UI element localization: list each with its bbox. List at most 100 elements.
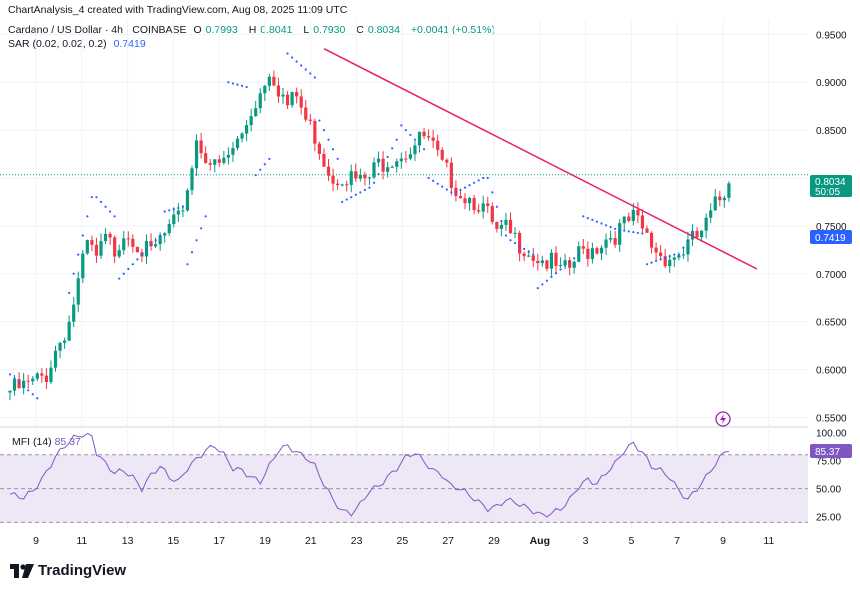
candle-body[interactable] bbox=[94, 244, 99, 256]
candle-body[interactable] bbox=[326, 166, 331, 176]
candle-body[interactable] bbox=[531, 255, 535, 261]
candle-body[interactable] bbox=[181, 210, 185, 212]
candle-body[interactable] bbox=[113, 237, 117, 257]
mfi-legend[interactable]: MFI (14) 85.37 bbox=[12, 436, 81, 448]
candle-body[interactable] bbox=[308, 119, 312, 121]
candle-body[interactable] bbox=[172, 214, 176, 225]
candle-body[interactable] bbox=[677, 255, 681, 258]
candle-body[interactable] bbox=[249, 116, 253, 126]
candle-body[interactable] bbox=[58, 342, 62, 351]
candle-body[interactable] bbox=[190, 168, 194, 191]
candle-body[interactable] bbox=[63, 340, 67, 343]
candle-body[interactable] bbox=[117, 250, 121, 257]
candle-body[interactable] bbox=[8, 390, 12, 393]
candle-body[interactable] bbox=[704, 217, 708, 231]
candle-body[interactable] bbox=[158, 235, 162, 245]
candle-body[interactable] bbox=[267, 76, 271, 86]
candle-body[interactable] bbox=[281, 94, 285, 97]
candle-body[interactable] bbox=[222, 157, 226, 163]
candle-body[interactable] bbox=[144, 240, 149, 257]
candle-body[interactable] bbox=[495, 221, 499, 229]
candle-body[interactable] bbox=[649, 232, 654, 248]
candle-body[interactable] bbox=[408, 154, 412, 159]
candle-body[interactable] bbox=[345, 184, 349, 186]
candle-body[interactable] bbox=[72, 304, 76, 322]
candle-body[interactable] bbox=[258, 93, 262, 109]
candle-body[interactable] bbox=[176, 210, 180, 215]
candle-body[interactable] bbox=[686, 239, 690, 255]
candle-body[interactable] bbox=[590, 248, 594, 259]
candle-body[interactable] bbox=[167, 224, 171, 234]
candle-body[interactable] bbox=[358, 174, 362, 179]
candle-body[interactable] bbox=[440, 149, 444, 160]
candle-body[interactable] bbox=[645, 228, 649, 233]
candle-body[interactable] bbox=[413, 145, 417, 155]
candle-body[interactable] bbox=[449, 162, 453, 188]
candle-body[interactable] bbox=[126, 238, 130, 240]
candle-body[interactable] bbox=[436, 140, 440, 150]
candle-body[interactable] bbox=[49, 367, 53, 383]
candle-body[interactable] bbox=[372, 162, 376, 178]
candle-body[interactable] bbox=[90, 240, 94, 245]
candle-body[interactable] bbox=[226, 154, 230, 158]
candle-body[interactable] bbox=[504, 219, 508, 225]
candle-body[interactable] bbox=[85, 240, 89, 254]
candle-body[interactable] bbox=[240, 133, 244, 139]
candle-body[interactable] bbox=[490, 206, 494, 222]
candle-body[interactable] bbox=[376, 158, 381, 163]
candle-body[interactable] bbox=[572, 261, 576, 268]
candle-body[interactable] bbox=[26, 380, 30, 382]
candle-body[interactable] bbox=[508, 219, 513, 234]
candle-body[interactable] bbox=[272, 76, 276, 86]
candle-body[interactable] bbox=[458, 196, 463, 199]
candle-body[interactable] bbox=[654, 247, 658, 253]
candle-body[interactable] bbox=[290, 92, 294, 106]
candle-body[interactable] bbox=[554, 252, 558, 266]
candle-body[interactable] bbox=[67, 321, 71, 341]
candle-body[interactable] bbox=[317, 143, 321, 154]
candle-body[interactable] bbox=[276, 85, 281, 97]
candle-body[interactable] bbox=[367, 177, 372, 179]
candle-body[interactable] bbox=[217, 159, 221, 163]
candle-body[interactable] bbox=[599, 247, 604, 254]
candle-body[interactable] bbox=[35, 373, 39, 379]
candle-body[interactable] bbox=[467, 197, 472, 204]
candle-body[interactable] bbox=[422, 131, 426, 137]
candle-body[interactable] bbox=[135, 246, 139, 253]
candle-body[interactable] bbox=[194, 140, 199, 169]
candle-body[interactable] bbox=[668, 259, 672, 267]
candle-body[interactable] bbox=[131, 238, 135, 247]
candle-body[interactable] bbox=[304, 107, 308, 120]
candle-body[interactable] bbox=[613, 238, 617, 245]
candle-body[interactable] bbox=[499, 224, 503, 229]
candle-body[interactable] bbox=[254, 108, 258, 117]
candle-body[interactable] bbox=[76, 278, 80, 305]
candle-body[interactable] bbox=[718, 196, 722, 201]
candle-body[interactable] bbox=[149, 240, 153, 247]
candle-body[interactable] bbox=[631, 209, 635, 221]
candle-body[interactable] bbox=[285, 94, 290, 106]
candle-body[interactable] bbox=[659, 252, 663, 257]
candle-body[interactable] bbox=[486, 203, 490, 207]
candle-body[interactable] bbox=[722, 197, 726, 201]
candle-body[interactable] bbox=[213, 159, 217, 165]
candle-body[interactable] bbox=[558, 265, 563, 267]
candle-body[interactable] bbox=[445, 159, 449, 163]
candle-body[interactable] bbox=[208, 163, 212, 165]
candle-body[interactable] bbox=[103, 233, 108, 242]
candle-body[interactable] bbox=[695, 230, 699, 238]
alert-icon[interactable] bbox=[715, 411, 731, 427]
candle-body[interactable] bbox=[513, 232, 517, 234]
candle-body[interactable] bbox=[44, 375, 48, 383]
candle-body[interactable] bbox=[640, 215, 645, 229]
candle-body[interactable] bbox=[618, 223, 622, 245]
candle-body[interactable] bbox=[40, 373, 44, 376]
candle-body[interactable] bbox=[586, 248, 590, 259]
candle-body[interactable] bbox=[690, 230, 695, 240]
candle-body[interactable] bbox=[595, 248, 599, 254]
candle-body[interactable] bbox=[481, 203, 485, 212]
candle-body[interactable] bbox=[477, 210, 481, 212]
candle-body[interactable] bbox=[390, 166, 394, 168]
candle-body[interactable] bbox=[463, 198, 467, 204]
